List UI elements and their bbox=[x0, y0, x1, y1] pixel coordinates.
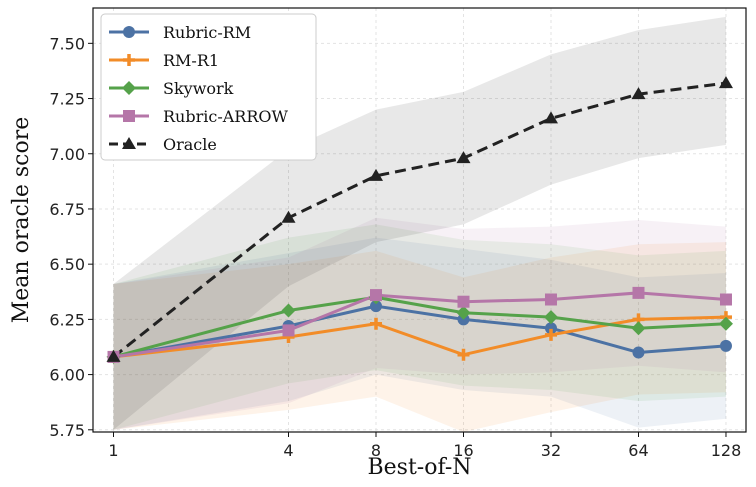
data-point bbox=[543, 111, 558, 124]
data-point bbox=[543, 310, 558, 325]
data-point bbox=[457, 295, 470, 308]
confidence-bands bbox=[113, 16, 726, 432]
y-tick-label: 7.25 bbox=[49, 90, 85, 109]
legend-label: RM-R1 bbox=[163, 51, 219, 70]
y-axis-ticks: 5.75 6.00 6.25 6.50 6.75 7.00 7.25 7.50 bbox=[49, 34, 93, 440]
confidence-band bbox=[113, 237, 726, 430]
legend-label: Oracle bbox=[163, 135, 217, 154]
plot-frame bbox=[92, 7, 747, 433]
x-tick-label: 128 bbox=[711, 441, 742, 460]
x-axis-label: Best-of-N bbox=[367, 455, 471, 480]
data-point bbox=[123, 110, 135, 122]
data-point bbox=[457, 348, 470, 361]
data-point bbox=[123, 26, 135, 38]
data-point bbox=[370, 317, 382, 330]
legend-box bbox=[100, 13, 317, 161]
y-tick-label: 6.25 bbox=[49, 310, 85, 329]
x-tick-label: 64 bbox=[628, 441, 648, 460]
legend-entry: Rubric-ARROW bbox=[109, 107, 288, 126]
y-tick-label: 7.50 bbox=[49, 34, 85, 53]
y-tick-label: 6.75 bbox=[49, 200, 85, 219]
y-axis-label: Mean oracle score bbox=[9, 117, 34, 323]
data-point bbox=[456, 151, 471, 164]
data-point bbox=[122, 81, 136, 95]
data-point bbox=[544, 328, 557, 341]
y-tick-label: 6.50 bbox=[49, 255, 85, 274]
confidence-band bbox=[113, 224, 726, 430]
confidence-band bbox=[113, 16, 726, 430]
legend-entry: Oracle bbox=[109, 135, 217, 154]
data-point bbox=[544, 322, 557, 335]
x-tick-label: 1 bbox=[108, 441, 118, 460]
y-tick-label: 6.00 bbox=[49, 366, 85, 385]
data-point bbox=[631, 87, 646, 100]
data-point bbox=[282, 324, 295, 337]
x-tick-label: 32 bbox=[541, 441, 561, 460]
legend-entry: RM-R1 bbox=[109, 51, 219, 70]
data-point bbox=[719, 293, 732, 306]
data-point bbox=[631, 321, 646, 336]
y-tick-label: 5.75 bbox=[49, 421, 85, 440]
x-tick-label: 8 bbox=[371, 441, 381, 460]
confidence-band bbox=[113, 242, 726, 432]
data-point bbox=[369, 300, 382, 313]
confidence-band bbox=[113, 217, 726, 430]
data-point bbox=[123, 54, 135, 66]
x-tick-label: 16 bbox=[453, 441, 473, 460]
data-point bbox=[544, 293, 557, 306]
legend-entry: Rubric-RM bbox=[109, 23, 251, 42]
y-tick-label: 7.00 bbox=[49, 145, 85, 164]
data-point bbox=[281, 303, 296, 318]
data-point bbox=[632, 346, 645, 359]
data-point bbox=[369, 289, 382, 302]
legend: Rubric-RM RM-R1 Skywork Rubric-ARROW Oracle bbox=[100, 13, 317, 161]
data-point bbox=[718, 76, 733, 89]
data-point bbox=[719, 339, 732, 352]
legend-label: Rubric-RM bbox=[163, 23, 251, 42]
data-point bbox=[106, 349, 121, 362]
x-tick-label: 4 bbox=[283, 441, 293, 460]
series-markers bbox=[106, 76, 733, 364]
x-axis-ticks: 1 4 8 16 32 64 128 bbox=[108, 432, 741, 460]
legend-label: Skywork bbox=[163, 79, 234, 98]
data-point bbox=[632, 286, 645, 299]
legend-label: Rubric-ARROW bbox=[163, 107, 288, 126]
data-point bbox=[281, 210, 296, 223]
data-point bbox=[456, 305, 471, 320]
data-point bbox=[368, 168, 383, 181]
data-point bbox=[122, 137, 136, 149]
data-point bbox=[718, 316, 733, 331]
legend-entry: Skywork bbox=[109, 79, 234, 98]
